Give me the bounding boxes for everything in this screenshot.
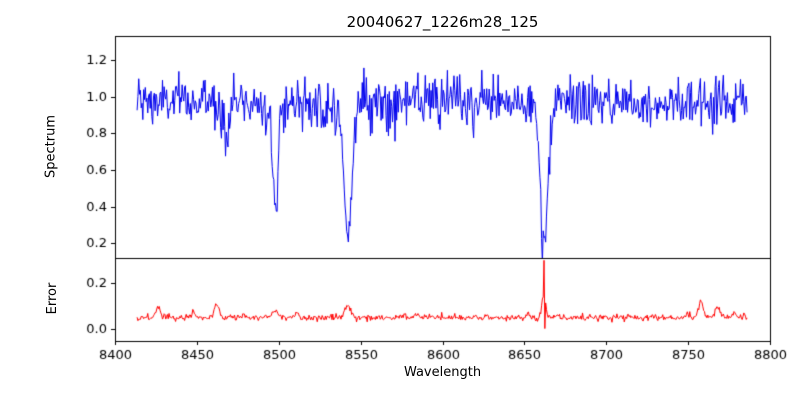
- error-y-axis-label: Error: [45, 282, 60, 315]
- chart-title: 20040627_1226m28_125: [346, 13, 539, 31]
- x-axis-label: Wavelength: [403, 365, 482, 380]
- spectrum-y-axis-label: Spectrum: [43, 115, 59, 178]
